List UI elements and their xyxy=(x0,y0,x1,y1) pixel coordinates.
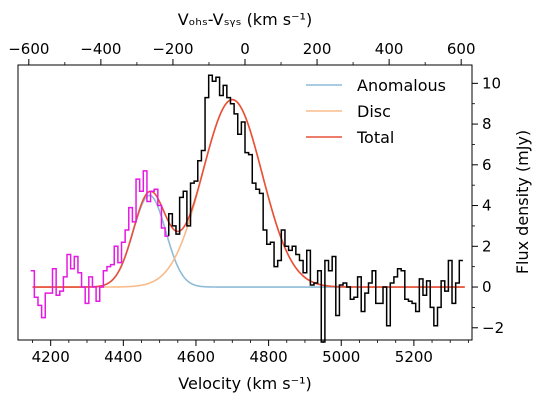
top-axis-label: Vₒₕₛ-Vₛᵧₛ (km s⁻¹) xyxy=(178,10,312,29)
axis-ticks: 4200 4400 4600 4800 5000 5200−600 −400 −200 0 200… xyxy=(8,40,504,366)
top-tick-label: 400 xyxy=(375,40,404,58)
x-tick-label: 5200 xyxy=(395,348,433,366)
legend-label-anomalous: Anomalous xyxy=(357,76,446,95)
y-tick-label: 4 xyxy=(482,197,492,215)
top-tick-label: −200 xyxy=(152,40,193,58)
model-curve-total xyxy=(32,98,465,288)
x-tick-label: 4400 xyxy=(104,348,142,366)
top-tick-label: 600 xyxy=(447,40,476,58)
y-tick-label: 0 xyxy=(482,278,492,296)
y-axis-label: Flux density (mJy) xyxy=(513,130,532,274)
y-tick-label: −2 xyxy=(482,319,504,337)
legend: Anomalous Disc Total xyxy=(306,76,446,147)
x-axis-label: Velocity (km s⁻¹) xyxy=(178,374,311,393)
y-tick-label: 2 xyxy=(482,237,492,255)
top-tick-label: 0 xyxy=(240,40,250,58)
x-tick-label: 4600 xyxy=(177,348,215,366)
top-tick-label: −600 xyxy=(8,40,49,58)
y-tick-label: 6 xyxy=(482,156,492,174)
top-tick-label: −400 xyxy=(80,40,121,58)
spectrum-line-low xyxy=(30,170,169,319)
spectrum xyxy=(30,74,463,343)
plot-background xyxy=(18,65,472,340)
y-tick-label: 10 xyxy=(482,74,501,92)
x-tick-label: 4200 xyxy=(32,348,70,366)
legend-label-total: Total xyxy=(356,128,394,147)
x-tick-label: 5000 xyxy=(322,348,360,366)
legend-label-disc: Disc xyxy=(357,102,391,121)
x-axis-label-text: Velocity (km s⁻¹) xyxy=(178,374,311,393)
y-tick-label: 8 xyxy=(482,115,492,133)
top-axis-label-text: Vₒₕₛ-Vₛᵧₛ (km s⁻¹) xyxy=(178,10,312,29)
top-tick-label: 200 xyxy=(303,40,332,58)
y-axis-label-text: Flux density (mJy) xyxy=(513,130,532,274)
spectrum-line-high xyxy=(167,74,463,343)
x-tick-label: 4800 xyxy=(250,348,288,366)
model-curves xyxy=(32,98,465,288)
